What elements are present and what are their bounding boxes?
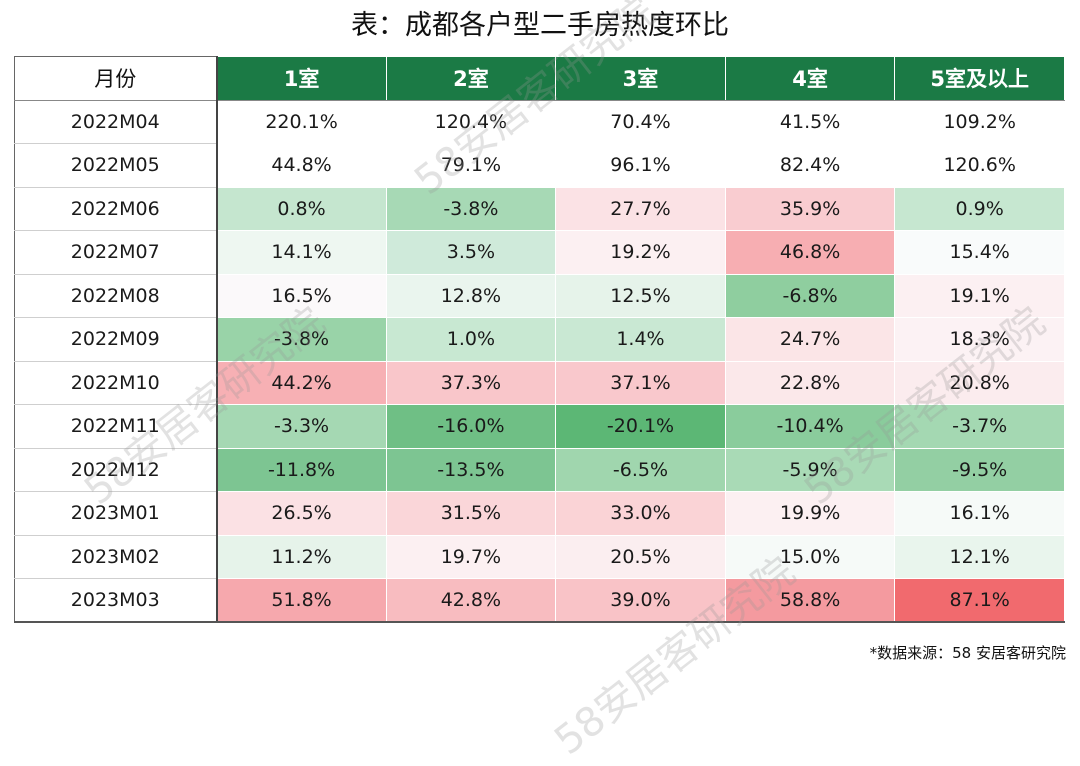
table-cell-value: 220.1% — [216, 100, 387, 144]
table-cell-value: 27.7% — [555, 187, 726, 231]
row-month-label: 2022M08 — [14, 274, 218, 318]
table-cell-value: -13.5% — [386, 448, 557, 492]
table-row: 2023M03 51.8% 42.8% 39.0% 58.8% 87.1% — [14, 578, 1065, 623]
table-body: 2022M04 220.1% 120.4% 70.4% 41.5% 109.2% 2022M… — [14, 100, 1065, 623]
table-cell-value: 44.8% — [216, 143, 387, 188]
table-cell-value: -6.8% — [725, 274, 896, 318]
table-cell-value: 44.2% — [216, 361, 387, 405]
table-cell-value: 19.7% — [386, 535, 557, 579]
table-cell-value: 12.1% — [894, 535, 1065, 579]
table-cell-value: 109.2% — [894, 100, 1065, 144]
row-month-label: 2022M06 — [14, 187, 218, 231]
table-cell-value: 20.8% — [894, 361, 1065, 405]
table-cell-value: 35.9% — [725, 187, 896, 231]
table-cell-value: 19.9% — [725, 491, 896, 536]
column-header-3room: 3室 — [555, 56, 726, 101]
table-cell-value: 19.1% — [894, 274, 1065, 318]
table-cell-value: 46.8% — [725, 230, 896, 275]
table-cell-value: -11.8% — [216, 448, 387, 492]
chart-title: 表：成都各户型二手房热度环比 — [351, 10, 729, 41]
table-cell-value: 120.4% — [386, 100, 557, 144]
table-cell-value: 42.8% — [386, 578, 557, 623]
table-cell-value: -10.4% — [725, 404, 896, 449]
table-cell-value: 51.8% — [216, 578, 387, 623]
table-cell-value: 96.1% — [555, 143, 726, 188]
row-month-label: 2023M01 — [14, 491, 218, 536]
table-cell-value: 0.8% — [216, 187, 387, 231]
table-cell-value: 37.3% — [386, 361, 557, 405]
table-cell-value: -16.0% — [386, 404, 557, 449]
row-month-label: 2023M02 — [14, 535, 218, 579]
data-source-note: *数据来源：58 安居客研究院 — [869, 644, 1066, 662]
table-row: 2022M04 220.1% 120.4% 70.4% 41.5% 109.2% — [14, 100, 1065, 144]
table-cell-value: 39.0% — [555, 578, 726, 623]
table-cell-value: 87.1% — [894, 578, 1065, 623]
table-cell-value: 70.4% — [555, 100, 726, 144]
row-month-label: 2022M10 — [14, 361, 218, 405]
table-cell-value: 120.6% — [894, 143, 1065, 188]
table-cell-value: 16.5% — [216, 274, 387, 318]
table-cell-value: 3.5% — [386, 230, 557, 275]
table-cell-value: 16.1% — [894, 491, 1065, 536]
row-month-label: 2022M11 — [14, 404, 218, 449]
table-cell-value: 11.2% — [216, 535, 387, 579]
table-cell-value: 24.7% — [725, 317, 896, 362]
table-cell-value: 19.2% — [555, 230, 726, 275]
column-header-month: 月份 — [14, 56, 218, 101]
table-cell-value: 14.1% — [216, 230, 387, 275]
table-row: 2023M01 26.5% 31.5% 33.0% 19.9% 16.1% — [14, 491, 1065, 536]
table-cell-value: 1.0% — [386, 317, 557, 362]
column-header-1room: 1室 — [216, 56, 387, 101]
table-row: 2022M05 44.8% 79.1% 96.1% 82.4% 120.6% — [14, 143, 1065, 188]
table-row: 2022M07 14.1% 3.5% 19.2% 46.8% 15.4% — [14, 230, 1065, 275]
row-month-label: 2023M03 — [14, 578, 218, 623]
table-cell-value: -3.3% — [216, 404, 387, 449]
table-row: 2022M06 0.8% -3.8% 27.7% 35.9% 0.9% — [14, 187, 1065, 231]
table-cell-value: -9.5% — [894, 448, 1065, 492]
table-cell-value: 12.8% — [386, 274, 557, 318]
table-cell-value: 12.5% — [555, 274, 726, 318]
table-cell-value: 37.1% — [555, 361, 726, 405]
row-month-label: 2022M04 — [14, 100, 218, 144]
table-cell-value: 18.3% — [894, 317, 1065, 362]
table-row: 2022M10 44.2% 37.3% 37.1% 22.8% 20.8% — [14, 361, 1065, 405]
row-month-label: 2022M12 — [14, 448, 218, 492]
table-row: 2022M12 -11.8% -13.5% -6.5% -5.9% -9.5% — [14, 448, 1065, 492]
table-cell-value: -5.9% — [725, 448, 896, 492]
row-month-label: 2022M09 — [14, 317, 218, 362]
table-row: 2022M11 -3.3% -16.0% -20.1% -10.4% -3.7% — [14, 404, 1065, 449]
column-header-5room-plus: 5室及以上 — [894, 56, 1065, 101]
header-row: 月份 1室 2室 3室 4室 5室及以上 — [14, 56, 1065, 101]
table-cell-value: 41.5% — [725, 100, 896, 144]
table-cell-value: 1.4% — [555, 317, 726, 362]
table-cell-value: 26.5% — [216, 491, 387, 536]
table-cell-value: 79.1% — [386, 143, 557, 188]
table-cell-value: -3.7% — [894, 404, 1065, 449]
table-cell-value: -3.8% — [216, 317, 387, 362]
table-cell-value: 58.8% — [725, 578, 896, 623]
table-cell-value: -6.5% — [555, 448, 726, 492]
table-cell-value: 82.4% — [725, 143, 896, 188]
table-cell-value: 22.8% — [725, 361, 896, 405]
column-header-4room: 4室 — [725, 56, 896, 101]
row-month-label: 2022M07 — [14, 230, 218, 275]
table-cell-value: 31.5% — [386, 491, 557, 536]
row-month-label: 2022M05 — [14, 143, 218, 188]
table-cell-value: -3.8% — [386, 187, 557, 231]
table-cell-value: 15.4% — [894, 230, 1065, 275]
table-row: 2022M09 -3.8% 1.0% 1.4% 24.7% 18.3% — [14, 317, 1065, 362]
table-cell-value: 33.0% — [555, 491, 726, 536]
table-cell-value: -20.1% — [555, 404, 726, 449]
column-header-2room: 2室 — [386, 56, 557, 101]
table-cell-value: 20.5% — [555, 535, 726, 579]
table-cell-value: 0.9% — [894, 187, 1065, 231]
heat-table: 月份 1室 2室 3室 4室 5室及以上 2022M04 220.1% 120.4%… — [14, 56, 1065, 623]
table-row: 2023M02 11.2% 19.7% 20.5% 15.0% 12.1% — [14, 535, 1065, 579]
table-row: 2022M08 16.5% 12.8% 12.5% -6.8% 19.1% — [14, 274, 1065, 318]
table-cell-value: 15.0% — [725, 535, 896, 579]
